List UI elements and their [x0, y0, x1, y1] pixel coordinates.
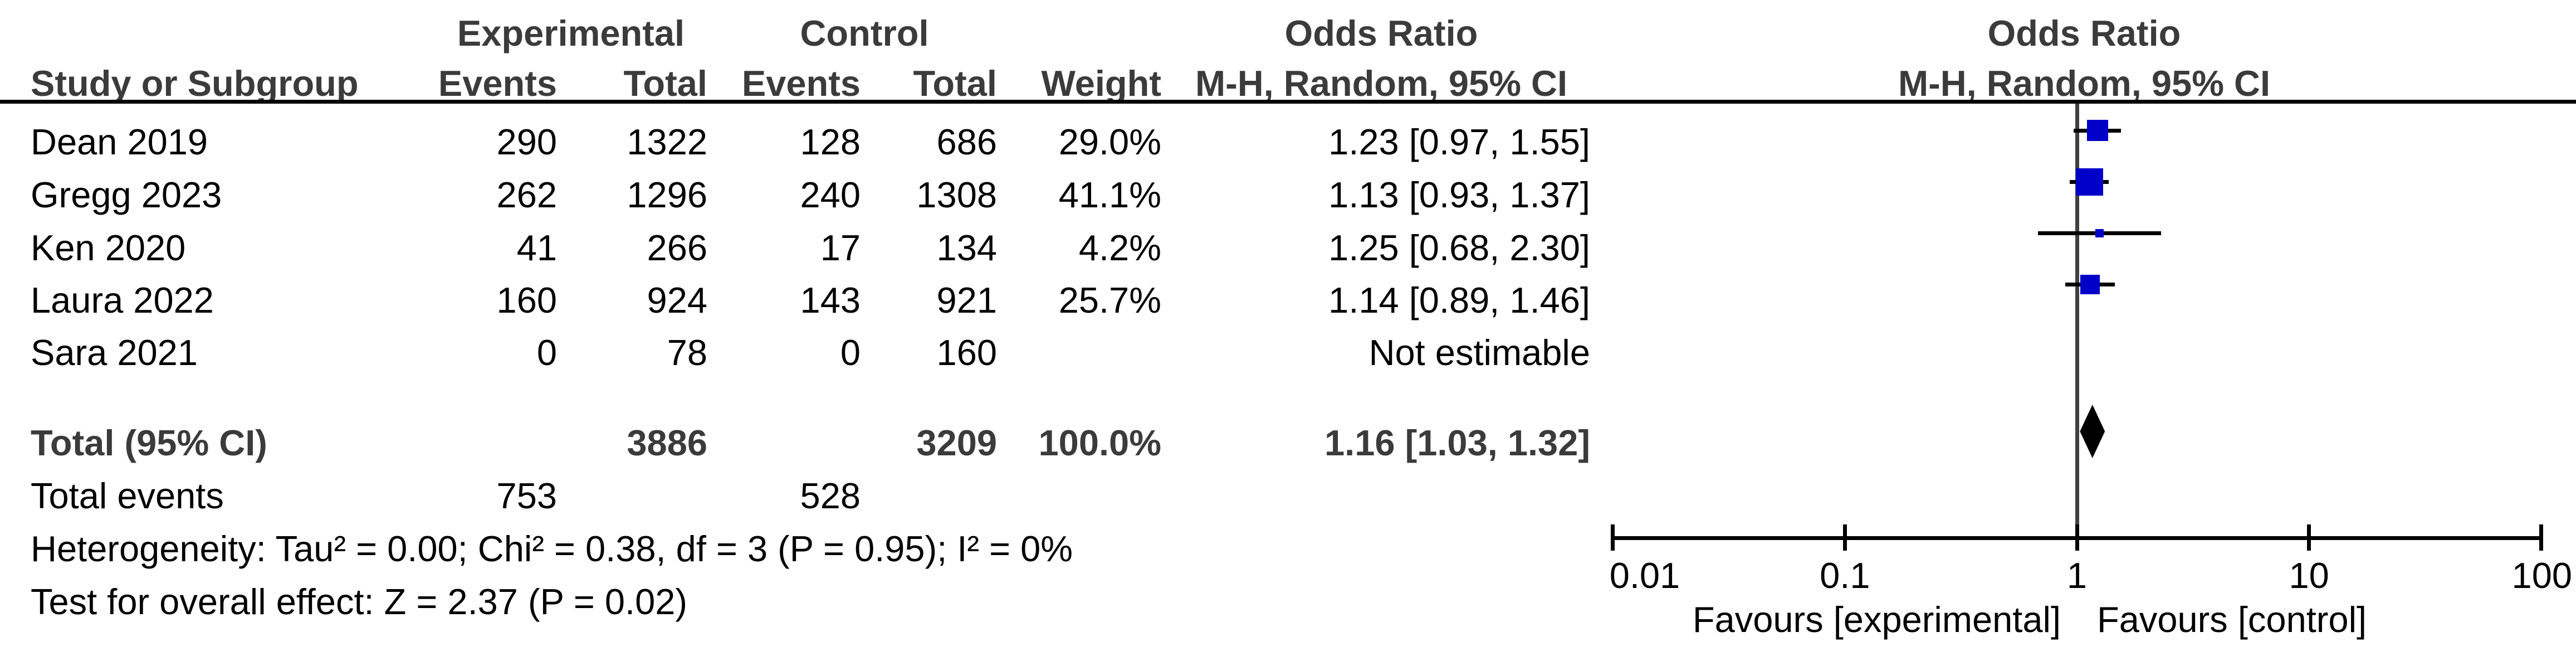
exp-events-value: 262 [496, 174, 557, 215]
axis-tick [1611, 524, 1615, 551]
weight-value: 25.7% [1058, 280, 1161, 320]
exp-events-value: 160 [496, 280, 557, 320]
ctrl-total-value: 160 [936, 332, 997, 373]
ctrl-events-value: 17 [820, 227, 861, 268]
odds-ratio-heading-table: Odds Ratio [1284, 13, 1478, 54]
weight-value: 29.0% [1058, 121, 1161, 162]
ctrl-total-value: 921 [936, 280, 997, 320]
exp-events-value: 0 [536, 332, 557, 373]
or-square [2095, 229, 2104, 237]
total-or-ci: 1.16 [1.03, 1.32] [1324, 422, 1590, 463]
ctrl-total-value: 686 [936, 121, 997, 162]
exp-total-value: 924 [647, 280, 707, 320]
total-events-label: Total events [31, 475, 224, 516]
exp-events-value: 41 [516, 227, 557, 268]
study-name: Gregg 2023 [31, 174, 222, 215]
study-name: Dean 2019 [31, 121, 208, 162]
weight-value [771, 327, 1161, 379]
total-weight: 100.0% [1038, 422, 1161, 463]
axis-tick [2539, 524, 2543, 551]
col-header-exp-total: Total [623, 63, 707, 104]
favours-control-label: Favours [control] [2097, 599, 2367, 640]
or-ci-value: 1.23 [0.97, 1.55] [1328, 121, 1590, 162]
study-name: Ken 2020 [31, 227, 186, 268]
col-header-weight: Weight [1041, 63, 1161, 104]
study-name: Laura 2022 [31, 280, 214, 320]
weight-value: 4.2% [1078, 227, 1161, 268]
ctrl-events-value: 143 [800, 280, 861, 320]
total-row-label: Total (95% CI) [31, 422, 267, 463]
exp-total-value: 1296 [627, 174, 707, 215]
col-header-study: Study or Subgroup [31, 63, 359, 104]
or-ci-value: Not estimable [1368, 332, 1590, 373]
total-events-exp: 753 [496, 475, 557, 516]
col-header-mh-ci-table: M-H, Random, 95% CI [1195, 63, 1568, 104]
ctrl-events-value: 240 [800, 174, 861, 215]
ctrl-total-value: 1308 [916, 174, 997, 215]
weight-value: 41.1% [1058, 174, 1161, 215]
col-group-experimental: Experimental [457, 13, 685, 54]
overall-effect-test: Test for overall effect: Z = 2.37 (P = 0… [31, 581, 688, 622]
ctrl-total-value: 134 [936, 227, 997, 268]
axis-tick-label: 1 [2066, 555, 2088, 596]
header-divider-rule [0, 100, 2576, 104]
or-ci-value: 1.13 [0.93, 1.37] [1328, 174, 1590, 215]
col-header-exp-events: Events [438, 63, 557, 104]
axis-tick-label: 10 [2289, 555, 2329, 596]
exp-total-value: 1322 [627, 121, 707, 162]
total-diamond [2080, 405, 2105, 458]
odds-ratio-heading-plot: Odds Ratio [1987, 13, 2181, 54]
exp-total-value: 78 [667, 332, 707, 373]
axis-tick-label: 0.1 [1820, 555, 1870, 596]
axis-tick-label: 100 [2511, 555, 2572, 596]
total-events-ctrl: 528 [800, 475, 861, 516]
or-square [2080, 274, 2100, 294]
axis-tick [2075, 524, 2079, 551]
or-square [2087, 120, 2109, 141]
col-header-ctrl-events: Events [741, 63, 861, 104]
ctrl-events-value: 0 [840, 332, 861, 373]
total-ctrl-n: 3209 [916, 422, 997, 463]
or-square [2075, 168, 2103, 196]
axis-tick [2307, 524, 2311, 551]
ctrl-events-value: 128 [800, 121, 861, 162]
col-header-ctrl-total: Total [913, 63, 997, 104]
exp-total-value: 266 [647, 227, 707, 268]
or-ci-value: 1.14 [0.89, 1.46] [1328, 280, 1590, 320]
favours-experimental-label: Favours [experimental] [1692, 599, 2061, 640]
col-group-control: Control [800, 13, 929, 54]
col-header-mh-ci-plot: M-H, Random, 95% CI [1898, 63, 2271, 104]
total-exp-n: 3886 [627, 422, 707, 463]
or-ci-value: 1.25 [0.68, 2.30] [1328, 227, 1590, 268]
exp-events-value: 290 [496, 121, 557, 162]
heterogeneity-stats: Heterogeneity: Tau² = 0.00; Chi² = 0.38,… [31, 528, 1073, 569]
study-name: Sara 2021 [31, 332, 198, 373]
reference-line-or-1 [2075, 104, 2079, 540]
axis-tick [1842, 524, 1847, 551]
axis-tick-label: 0.01 [1609, 555, 1680, 596]
